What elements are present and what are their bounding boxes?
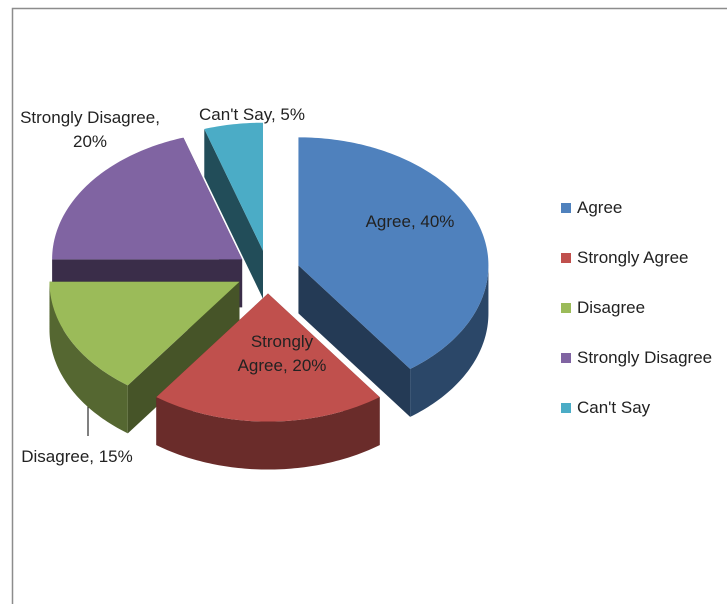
data-label: Strongly Agree, 20% [237, 332, 327, 375]
legend-swatch [561, 353, 571, 363]
slice-side [49, 281, 128, 434]
data-label: Can't Say, 5% [199, 105, 305, 124]
pie-slice [49, 281, 240, 434]
data-label: Agree, 40% [365, 212, 455, 231]
legend-label: Disagree [577, 298, 646, 317]
pie-slice [156, 293, 380, 470]
slice-top [156, 293, 380, 422]
slice-top [49, 281, 240, 386]
pie-slice [298, 137, 489, 417]
slice-wall [298, 265, 411, 417]
slice-side [156, 397, 380, 470]
legend-label: Agree [577, 198, 623, 217]
data-label: Disagree, 15% [21, 447, 133, 466]
slice-wall [204, 128, 263, 299]
legend-label: Strongly Disagree [577, 348, 713, 367]
legend-swatch [561, 403, 571, 413]
legend-label: Can't Say [577, 398, 651, 417]
data-label: Strongly Disagree, 20% [20, 108, 160, 151]
legend-swatch [561, 253, 571, 263]
legend-swatch [561, 203, 571, 213]
slice-top [204, 122, 263, 251]
legend-label: Strongly Agree [577, 248, 689, 267]
slice-top [52, 137, 243, 260]
slice-side [410, 265, 489, 417]
chart-border [11, 7, 727, 604]
slice-top [298, 137, 489, 369]
pie-slice [204, 122, 263, 299]
legend-swatch [561, 303, 571, 313]
